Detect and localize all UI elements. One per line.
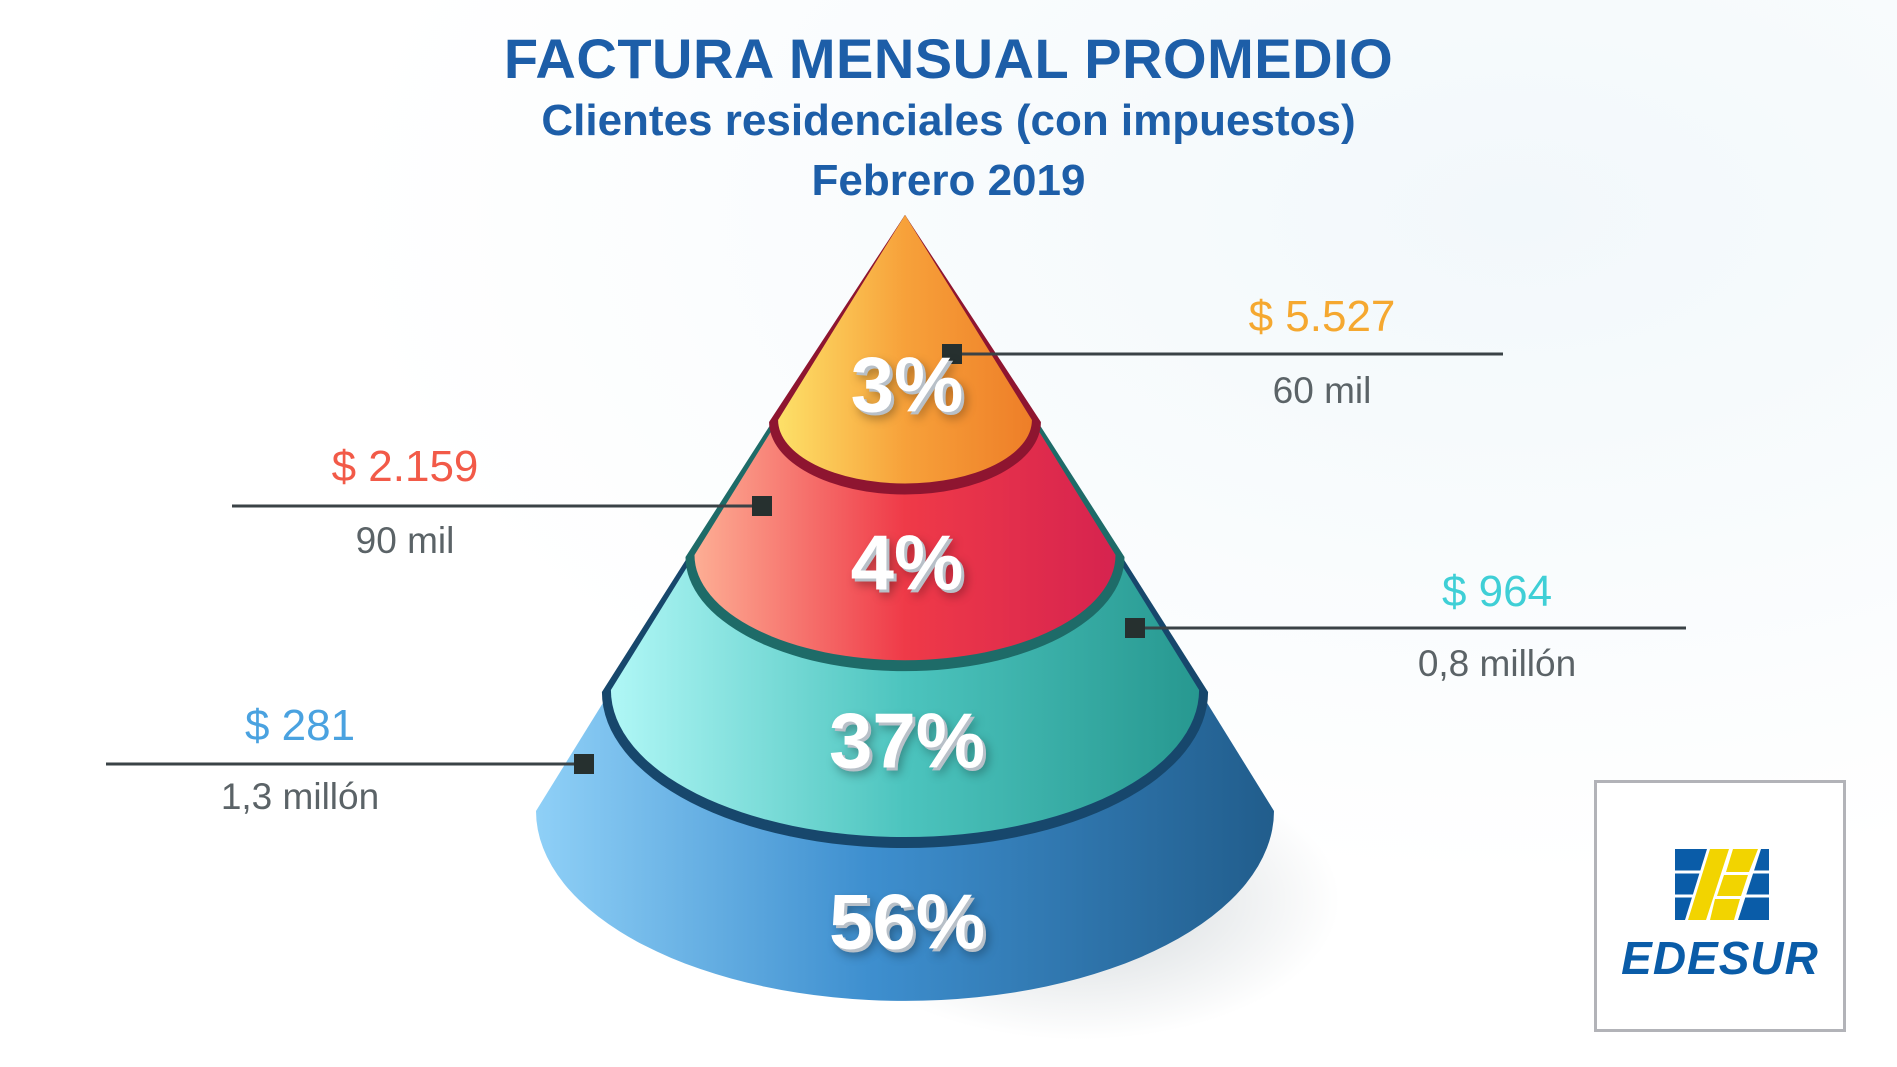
- share-label: 56%: [828, 877, 986, 966]
- chart-period: Febrero 2019: [811, 156, 1086, 205]
- bill-value: $ 2.159: [331, 442, 479, 491]
- clients-count: 60 mil: [1272, 370, 1372, 411]
- edesur-logo-text: EDESUR: [1621, 932, 1819, 984]
- clients-count: 1,3 millón: [220, 776, 380, 817]
- bill-value: $ 964: [1441, 567, 1553, 616]
- edesur-logo: EDESUR: [1594, 780, 1846, 1032]
- callout-marker: [942, 344, 962, 364]
- callout-marker: [1125, 618, 1145, 638]
- bill-value: $ 5.527: [1248, 292, 1396, 341]
- clients-count: 90 mil: [355, 520, 455, 561]
- pyramid-layer-0: [778, 215, 1032, 484]
- share-label: 3%: [850, 340, 964, 429]
- callout-marker: [752, 496, 772, 516]
- clients-count: 0,8 millón: [1417, 643, 1577, 684]
- share-label: 37%: [828, 696, 986, 785]
- share-label: 4%: [850, 518, 964, 607]
- callout-marker: [574, 754, 594, 774]
- edesur-logo-mark: [1675, 849, 1769, 920]
- chart-title: FACTURA MENSUAL PROMEDIO: [503, 27, 1394, 90]
- bill-value: $ 281: [244, 701, 356, 750]
- chart-subtitle: Clientes residenciales (con impuestos): [541, 96, 1356, 145]
